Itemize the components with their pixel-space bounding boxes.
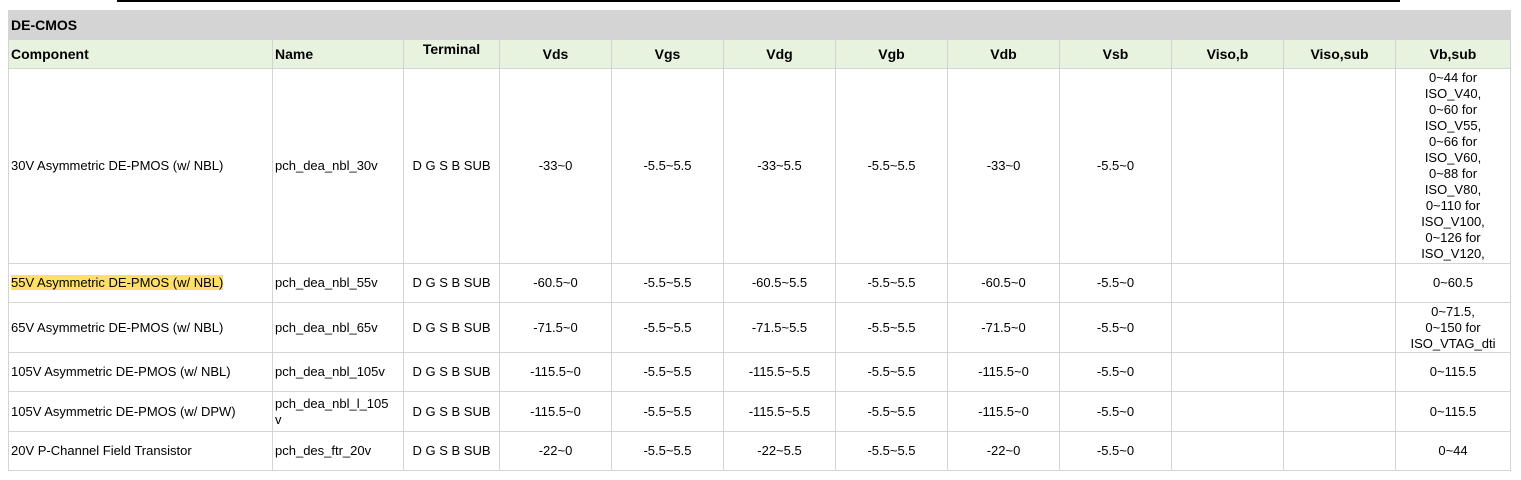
vdg-cell: -71.5~5.5 xyxy=(723,302,836,353)
column-header-row: Component Name Terminal Vds Vgs Vdg Vgb … xyxy=(8,39,1511,69)
terminal-cell: D G S B SUB xyxy=(403,391,500,432)
vb-sub-cell: 0~115.5 xyxy=(1395,352,1511,392)
component-cell: 30V Asymmetric DE-PMOS (w/ NBL) xyxy=(8,68,273,264)
terminal-cell: D G S B SUB xyxy=(403,302,500,353)
vdb-cell: -22~0 xyxy=(947,431,1060,471)
table-row: 55V Asymmetric DE-PMOS (w/ NBL) pch_dea_… xyxy=(8,263,1511,303)
column-header: Vgb xyxy=(835,39,948,69)
vgb-cell: -5.5~5.5 xyxy=(835,302,948,353)
viso-b-cell xyxy=(1171,391,1284,432)
viso-sub-cell xyxy=(1283,302,1396,353)
vgs-cell: -5.5~5.5 xyxy=(611,391,724,432)
column-header: Vsb xyxy=(1059,39,1172,69)
column-header: Vds xyxy=(499,39,612,69)
highlighted-component-text: 55V Asymmetric DE-PMOS (w/ NBL) xyxy=(11,275,224,290)
viso-b-cell xyxy=(1171,68,1284,264)
name-cell: pch_dea_nbl_65v xyxy=(272,302,404,353)
vgb-cell: -5.5~5.5 xyxy=(835,391,948,432)
viso-sub-cell xyxy=(1283,431,1396,471)
terminal-cell: D G S B SUB xyxy=(403,352,500,392)
column-header: Name xyxy=(272,39,404,69)
column-header: Viso,b xyxy=(1171,39,1284,69)
viso-sub-cell xyxy=(1283,263,1396,303)
column-header: Vdb xyxy=(947,39,1060,69)
viso-sub-cell xyxy=(1283,68,1396,264)
vdb-cell: -115.5~0 xyxy=(947,352,1060,392)
vdg-cell: -115.5~5.5 xyxy=(723,391,836,432)
column-header: Terminal xyxy=(403,39,500,69)
vsb-cell: -5.5~0 xyxy=(1059,352,1172,392)
top-rule xyxy=(117,0,1400,2)
vsb-cell: -5.5~0 xyxy=(1059,431,1172,471)
component-cell: 105V Asymmetric DE-PMOS (w/ DPW) xyxy=(8,391,273,432)
section-title: DE-CMOS xyxy=(8,10,273,40)
vgs-cell: -5.5~5.5 xyxy=(611,68,724,264)
name-cell: pch_des_ftr_20v xyxy=(272,431,404,471)
component-cell: 55V Asymmetric DE-PMOS (w/ NBL) xyxy=(8,263,273,303)
vgb-cell: -5.5~5.5 xyxy=(835,352,948,392)
name-cell: pch_dea_nbl_30v xyxy=(272,68,404,264)
vdb-cell: -60.5~0 xyxy=(947,263,1060,303)
viso-b-cell xyxy=(1171,352,1284,392)
name-cell: pch_dea_nbl_55v xyxy=(272,263,404,303)
vgs-cell: -5.5~5.5 xyxy=(611,352,724,392)
viso-b-cell xyxy=(1171,302,1284,353)
voltage-table: DE-CMOS Component Name Terminal Vds Vgs … xyxy=(8,10,1511,471)
vdg-cell: -115.5~5.5 xyxy=(723,352,836,392)
table-row: 105V Asymmetric DE-PMOS (w/ DPW) pch_dea… xyxy=(8,391,1511,432)
vdg-cell: -60.5~5.5 xyxy=(723,263,836,303)
component-cell: 65V Asymmetric DE-PMOS (w/ NBL) xyxy=(8,302,273,353)
table-row: 30V Asymmetric DE-PMOS (w/ NBL) pch_dea_… xyxy=(8,68,1511,264)
vds-cell: -33~0 xyxy=(499,68,612,264)
column-header: Vdg xyxy=(723,39,836,69)
vdb-cell: -71.5~0 xyxy=(947,302,1060,353)
component-cell: 105V Asymmetric DE-PMOS (w/ NBL) xyxy=(8,352,273,392)
table-row: 65V Asymmetric DE-PMOS (w/ NBL) pch_dea_… xyxy=(8,302,1511,353)
vds-cell: -115.5~0 xyxy=(499,352,612,392)
vdg-cell: -33~5.5 xyxy=(723,68,836,264)
column-header: Viso,sub xyxy=(1283,39,1396,69)
vds-cell: -60.5~0 xyxy=(499,263,612,303)
vb-sub-cell: 0~60.5 xyxy=(1395,263,1511,303)
viso-sub-cell xyxy=(1283,391,1396,432)
vgb-cell: -5.5~5.5 xyxy=(835,263,948,303)
vsb-cell: -5.5~0 xyxy=(1059,68,1172,264)
table-row: 105V Asymmetric DE-PMOS (w/ NBL) pch_dea… xyxy=(8,352,1511,392)
viso-b-cell xyxy=(1171,263,1284,303)
name-cell: pch_dea_nbl_105v xyxy=(272,352,404,392)
vgs-cell: -5.5~5.5 xyxy=(611,302,724,353)
name-cell: pch_dea_nbl_l_105 v xyxy=(272,391,404,432)
component-cell: 20V P-Channel Field Transistor xyxy=(8,431,273,471)
terminal-cell: D G S B SUB xyxy=(403,263,500,303)
vsb-cell: -5.5~0 xyxy=(1059,263,1172,303)
vds-cell: -115.5~0 xyxy=(499,391,612,432)
vds-cell: -71.5~0 xyxy=(499,302,612,353)
vb-sub-cell: 0~44 for ISO_V40, 0~60 for ISO_V55, 0~66… xyxy=(1395,68,1511,264)
vsb-cell: -5.5~0 xyxy=(1059,391,1172,432)
viso-sub-cell xyxy=(1283,352,1396,392)
vgs-cell: -5.5~5.5 xyxy=(611,263,724,303)
column-header: Component xyxy=(8,39,273,69)
column-header: Vgs xyxy=(611,39,724,69)
vdg-cell: -22~5.5 xyxy=(723,431,836,471)
vgb-cell: -5.5~5.5 xyxy=(835,68,948,264)
vsb-cell: -5.5~0 xyxy=(1059,302,1172,353)
viso-b-cell xyxy=(1171,431,1284,471)
vds-cell: -22~0 xyxy=(499,431,612,471)
vb-sub-cell: 0~44 xyxy=(1395,431,1511,471)
terminal-cell: D G S B SUB xyxy=(403,68,500,264)
vgs-cell: -5.5~5.5 xyxy=(611,431,724,471)
section-header-row: DE-CMOS xyxy=(8,10,1511,40)
vb-sub-cell: 0~71.5, 0~150 for ISO_VTAG_dti xyxy=(1395,302,1511,353)
vb-sub-cell: 0~115.5 xyxy=(1395,391,1511,432)
table-row: 20V P-Channel Field Transistor pch_des_f… xyxy=(8,431,1511,471)
vgb-cell: -5.5~5.5 xyxy=(835,431,948,471)
terminal-cell: D G S B SUB xyxy=(403,431,500,471)
vdb-cell: -33~0 xyxy=(947,68,1060,264)
column-header: Vb,sub xyxy=(1395,39,1511,69)
vdb-cell: -115.5~0 xyxy=(947,391,1060,432)
